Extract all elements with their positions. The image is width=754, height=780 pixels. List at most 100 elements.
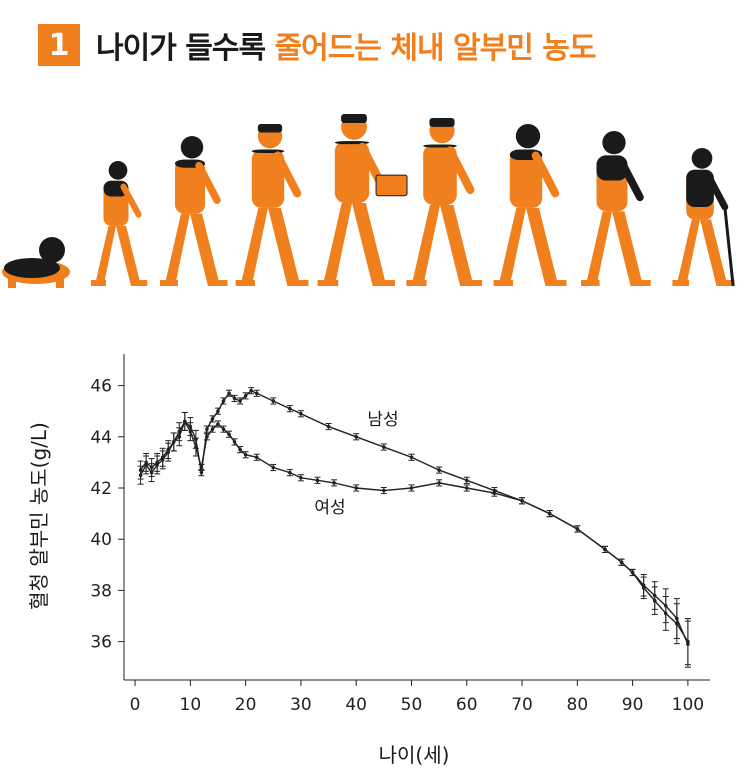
data-point [216,409,220,413]
y-tick-label: 44 [90,428,112,448]
y-tick-label: 36 [90,633,112,653]
x-tick-label: 90 [622,695,644,715]
person-silhouette-4 [235,124,309,286]
data-point [288,406,292,411]
data-point [686,639,690,644]
data-point [675,621,679,626]
series-label: 남성 [367,410,398,430]
data-point [437,468,441,472]
headline: 1 나이가 들수록 줄어드는 체내 알부민 농도 [38,20,597,70]
data-point [382,488,386,493]
person-silhouette-9 [672,148,735,287]
data-point [409,455,414,460]
aging-silhouettes-illustration [2,114,735,288]
data-point [254,391,259,396]
data-point [171,440,176,444]
person-silhouette-5 [317,114,408,286]
series-1: 남성 [137,387,691,668]
data-point [216,422,220,426]
data-point [249,388,253,393]
data-point [205,435,209,439]
headline-dark-part: 나이가 들수록 [96,31,266,66]
y-tick-label: 42 [90,479,112,499]
x-tick-label: 50 [401,695,423,715]
data-point [199,470,204,475]
data-point [354,435,358,439]
series-2: 여성 [137,411,691,666]
data-point [520,499,524,503]
x-tick-label: 0 [130,695,141,715]
data-point [138,473,143,477]
person-silhouette-1 [2,237,70,288]
data-point [232,440,237,444]
y-tick-label: 46 [90,377,112,397]
person-silhouette-2 [91,161,148,286]
data-point [160,458,165,462]
data-point [227,432,231,437]
data-point [149,470,154,475]
data-point [238,447,242,452]
data-point [332,481,336,485]
x-tick-label: 40 [345,695,367,715]
data-point [243,394,248,398]
data-point [188,429,193,434]
data-point [603,547,607,552]
data-point [210,417,215,421]
x-tick-label: 80 [567,695,589,715]
data-point [221,427,226,431]
data-point [619,560,624,565]
data-point [155,463,159,467]
x-tick-label: 10 [180,695,202,715]
data-point [177,429,182,434]
data-point [299,411,303,416]
x-tick-label: 60 [456,695,478,715]
data-point [166,450,171,454]
data-point [199,465,204,470]
section-number-badge: 1 [38,24,80,66]
data-point [221,399,226,403]
data-point [630,570,635,575]
data-point [547,511,552,516]
data-point [315,478,320,483]
data-point [652,598,657,603]
data-point [464,478,469,483]
person-silhouette-6 [406,118,482,286]
data-point [194,445,198,449]
data-point [575,527,580,531]
data-point [641,586,646,590]
data-point [210,427,215,431]
data-point [437,481,441,485]
person-silhouette-8 [581,131,651,286]
data-point [326,424,331,429]
data-point [271,465,276,470]
data-point [205,427,209,431]
data-point [227,391,231,396]
x-tick-label: 100 [672,695,704,715]
x-axis-label: 나이(세) [379,743,450,767]
x-tick-label: 30 [290,695,312,715]
data-point [271,399,276,403]
headline-text: 나이가 들수록 줄어드는 체내 알부민 농도 [96,23,597,67]
data-point [232,396,237,401]
y-axis-label: 혈청 알부민 농도(g/L) [27,422,51,610]
x-tick-label: 70 [511,695,533,715]
x-tick-label: 20 [235,695,257,715]
data-point [663,611,668,616]
data-point [299,475,303,480]
data-point [243,452,248,457]
data-point [288,470,292,475]
person-silhouette-3 [160,136,228,286]
data-point [492,491,497,495]
data-point [464,486,469,490]
y-tick-label: 38 [90,581,112,601]
y-tick-label: 40 [90,530,112,550]
data-point [354,486,358,490]
headline-accent-part: 줄어드는 체내 알부민 농도 [274,31,597,66]
data-point [238,399,242,403]
data-point [382,445,386,449]
data-point [254,455,259,460]
series-label: 여성 [314,498,345,518]
person-silhouette-7 [493,124,567,286]
data-point [144,463,148,467]
